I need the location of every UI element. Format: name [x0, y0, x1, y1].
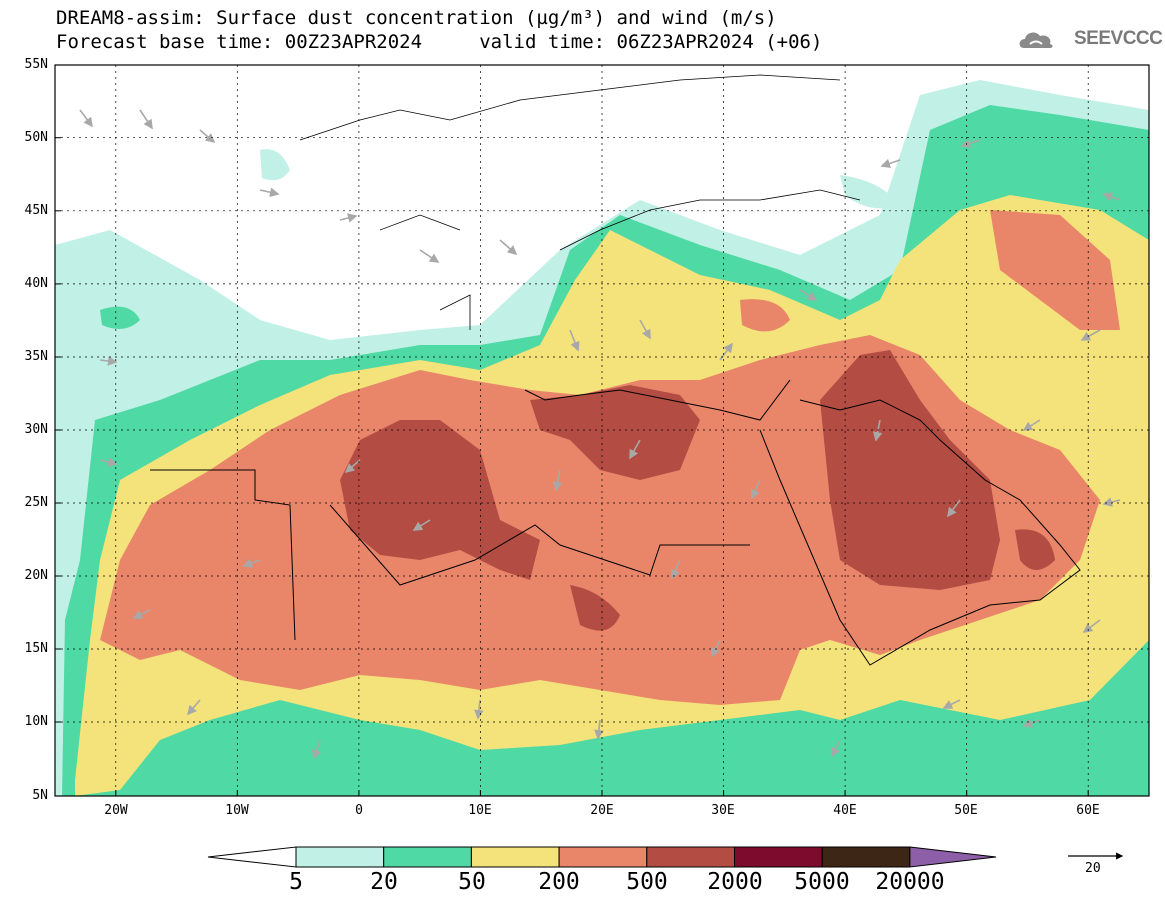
- dust-field-500-2000: [340, 420, 540, 580]
- legend-label: 5: [289, 869, 303, 895]
- map-title-line-1: DREAM8-assim: Surface dust concentration…: [56, 7, 777, 29]
- map-gridlines: [55, 65, 1149, 796]
- lat-label: 30N: [24, 422, 48, 437]
- lat-label: 10N: [24, 714, 48, 729]
- legend-label: 20: [370, 869, 398, 895]
- dust-field-20-50: [100, 306, 140, 329]
- map-title-line-2: Forecast base time: 00Z23APR2024 valid t…: [56, 31, 823, 53]
- lon-label: 20W: [104, 803, 128, 818]
- legend-label: 500: [626, 869, 668, 895]
- dust-field-500-2000: [820, 350, 1000, 590]
- dust-field-200-500: [990, 210, 1120, 330]
- legend-cell: [646, 846, 735, 868]
- lon-label: 40E: [833, 803, 857, 818]
- legend-label: 2000: [707, 869, 763, 895]
- dust-field-500-2000: [570, 585, 620, 631]
- dust-field-200-500: [740, 299, 790, 332]
- cloud-icon: [1019, 32, 1053, 48]
- lat-label: 35N: [24, 349, 48, 364]
- axis-ticks: [55, 64, 1089, 797]
- vector-reference-label: 20: [1085, 861, 1101, 876]
- lon-label: 0: [355, 803, 363, 818]
- lat-label: 15N: [24, 641, 48, 656]
- legend-cell: [558, 846, 648, 868]
- lat-label: 20N: [24, 568, 48, 583]
- lon-label: 30E: [711, 803, 735, 818]
- dust-field-5-20: [840, 175, 900, 209]
- legend-cell: [470, 846, 560, 868]
- legend-cell: [383, 846, 472, 868]
- legend-label: 200: [538, 869, 580, 895]
- legend-cell: [821, 846, 911, 868]
- lat-label: 50N: [24, 130, 48, 145]
- lon-label: 10E: [468, 803, 492, 818]
- legend-cell: [295, 846, 385, 868]
- wind-vectors: [79, 109, 1121, 760]
- dust-field-500-2000: [530, 385, 700, 480]
- lat-label: 25N: [24, 495, 48, 510]
- coastline: [150, 379, 1081, 666]
- lat-label: 40N: [24, 276, 48, 291]
- logo-text: SEEVCCC: [1074, 28, 1163, 49]
- lon-label: 20E: [590, 803, 614, 818]
- legend-label: 5000: [794, 869, 850, 895]
- legend-cell: [734, 846, 823, 868]
- lat-label: 45N: [24, 203, 48, 218]
- legend-label: 20000: [875, 869, 945, 895]
- lat-label: 55N: [24, 57, 48, 72]
- lon-label: 60E: [1076, 803, 1100, 818]
- lon-label: 10W: [225, 803, 249, 818]
- dust-field-5-20: [260, 149, 290, 181]
- legend-cell-below: [207, 846, 297, 868]
- country-border: [299, 74, 861, 330]
- lat-label: 5N: [32, 788, 48, 803]
- dust-field-500-2000: [1015, 529, 1055, 570]
- legend-label: 50: [458, 869, 486, 895]
- lon-label: 50E: [954, 803, 978, 818]
- legend-cell-above: [909, 846, 997, 868]
